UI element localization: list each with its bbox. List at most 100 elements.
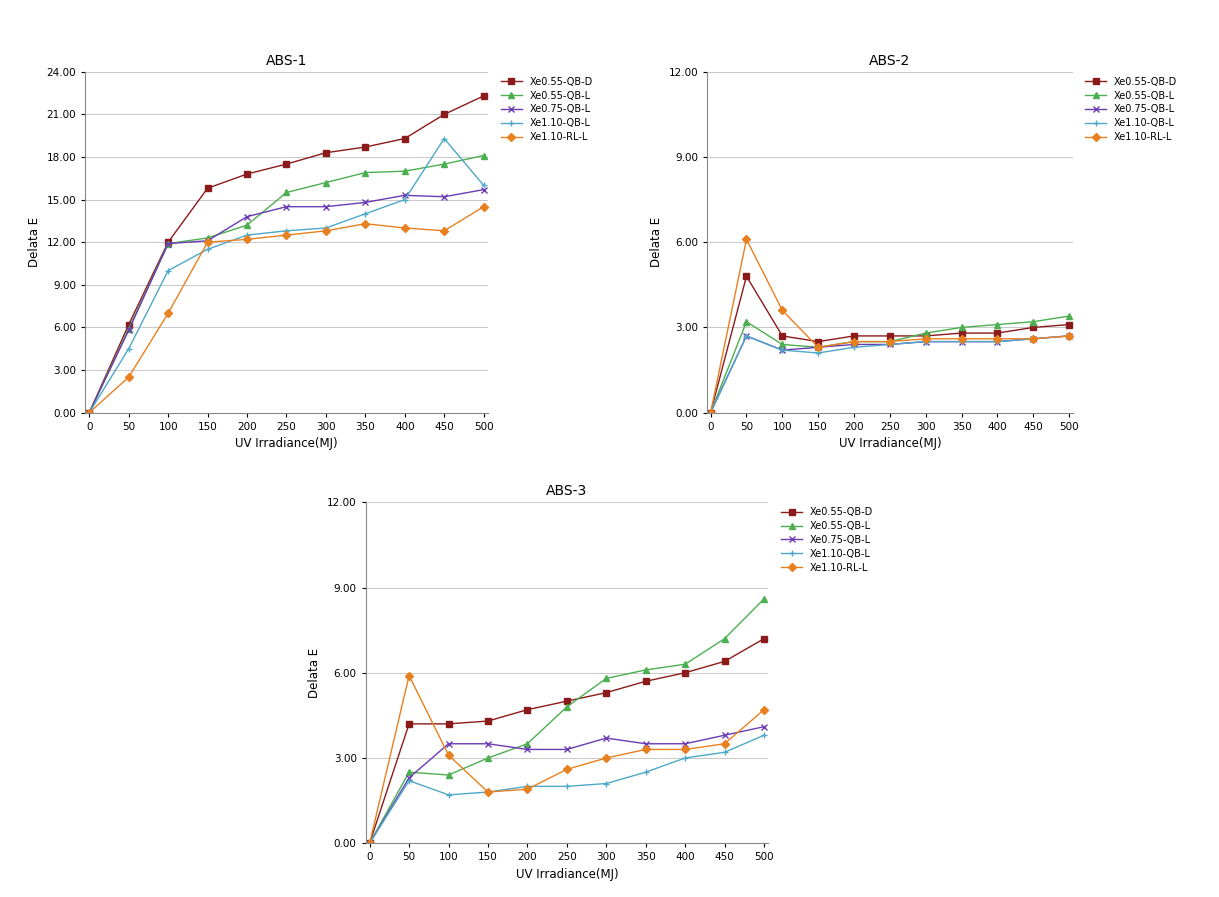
Xe0.75-QB-L (954, 336, 969, 347)
Xe0.75-QB-L (200, 235, 215, 246)
Xe0.55-QB-D (717, 656, 731, 666)
Legend: Xe0.55-QB-D, Xe0.55-QB-L, Xe0.75-QB-L, Xe1.10-QB-L, Xe1.10-RL-L: Xe0.55-QB-D, Xe0.55-QB-L, Xe0.75-QB-L, X… (1085, 76, 1178, 143)
Xe1.10-RL-L (1026, 334, 1041, 344)
Xe0.55-QB-D (1062, 319, 1076, 330)
Xe1.10-QB-L (477, 180, 491, 191)
Xe1.10-RL-L (639, 745, 653, 755)
Xe0.75-QB-L (480, 738, 495, 749)
Xe0.55-QB-L (200, 232, 215, 243)
Xe1.10-RL-L (703, 407, 718, 418)
Xe0.55-QB-L (811, 342, 825, 353)
Xe0.55-QB-D (918, 331, 933, 342)
Xe1.10-RL-L (560, 764, 574, 775)
Xe1.10-QB-L (362, 838, 377, 849)
Xe0.55-QB-L (82, 407, 96, 418)
Xe0.55-QB-D (362, 838, 377, 849)
Xe1.10-QB-L (240, 230, 255, 240)
Xe0.75-QB-L (402, 772, 417, 783)
Xe0.55-QB-L (480, 753, 495, 763)
Xe0.55-QB-D (441, 718, 456, 729)
Xe0.75-QB-L (639, 738, 653, 749)
Xe0.75-QB-L (918, 336, 933, 347)
Xe0.75-QB-L (477, 184, 491, 195)
Xe0.75-QB-L (847, 339, 862, 350)
Xe1.10-RL-L (480, 787, 495, 797)
Xe1.10-RL-L (847, 336, 862, 347)
Xe0.55-QB-L (161, 239, 176, 249)
Line: Xe1.10-QB-L: Xe1.10-QB-L (87, 135, 486, 415)
Xe0.55-QB-L (990, 319, 1004, 330)
Xe0.55-QB-D (521, 704, 535, 715)
Xe1.10-RL-L (1062, 331, 1076, 342)
Xe0.75-QB-L (358, 197, 373, 208)
Legend: Xe0.55-QB-D, Xe0.55-QB-L, Xe0.75-QB-L, Xe1.10-QB-L, Xe1.10-RL-L: Xe0.55-QB-D, Xe0.55-QB-L, Xe0.75-QB-L, X… (501, 76, 592, 143)
Xe1.10-QB-L (703, 407, 718, 418)
Xe0.55-QB-L (441, 770, 456, 780)
Xe1.10-QB-L (560, 781, 574, 792)
Line: Xe1.10-RL-L: Xe1.10-RL-L (87, 204, 486, 415)
Xe1.10-QB-L (918, 336, 933, 347)
Xe0.75-QB-L (811, 342, 825, 353)
Xe1.10-QB-L (954, 336, 969, 347)
Xe1.10-RL-L (811, 342, 825, 353)
Xe0.55-QB-L (883, 336, 897, 347)
Xe0.55-QB-D (757, 633, 772, 644)
Xe0.55-QB-L (122, 324, 137, 335)
Xe0.75-QB-L (775, 344, 790, 355)
Xe0.75-QB-L (122, 325, 137, 335)
Xe1.10-QB-L (775, 344, 790, 355)
Xe0.75-QB-L (521, 745, 535, 755)
Xe0.55-QB-D (599, 687, 613, 698)
Xe0.55-QB-D (847, 331, 862, 342)
Xe0.55-QB-D (703, 407, 718, 418)
Xe1.10-RL-L (397, 222, 412, 233)
Xe1.10-RL-L (358, 218, 373, 229)
Xe1.10-RL-L (477, 201, 491, 212)
Xe1.10-RL-L (883, 336, 897, 347)
Xe1.10-QB-L (1062, 331, 1076, 342)
Xe0.75-QB-L (599, 733, 613, 744)
Title: ABS-3: ABS-3 (546, 484, 588, 499)
Xe0.55-QB-D (161, 237, 176, 248)
Title: ABS-2: ABS-2 (869, 54, 911, 68)
Xe1.10-QB-L (397, 195, 412, 205)
Line: Xe0.55-QB-L: Xe0.55-QB-L (708, 313, 1072, 415)
Xe0.75-QB-L (717, 730, 731, 741)
Xe1.10-RL-L (318, 225, 333, 236)
Legend: Xe0.55-QB-D, Xe0.55-QB-L, Xe0.75-QB-L, Xe1.10-QB-L, Xe1.10-RL-L: Xe0.55-QB-D, Xe0.55-QB-L, Xe0.75-QB-L, X… (781, 507, 873, 573)
Xe1.10-QB-L (441, 789, 456, 800)
Xe0.55-QB-D (811, 336, 825, 347)
Xe0.55-QB-L (954, 322, 969, 333)
Xe1.10-RL-L (441, 750, 456, 761)
Xe1.10-QB-L (358, 208, 373, 219)
Xe0.75-QB-L (318, 201, 333, 212)
Xe0.75-QB-L (441, 738, 456, 749)
Xe0.55-QB-D (739, 271, 753, 282)
Xe1.10-QB-L (480, 787, 495, 797)
Line: Xe0.55-QB-D: Xe0.55-QB-D (87, 93, 486, 415)
Xe0.55-QB-D (775, 331, 790, 342)
X-axis label: UV Irradiance(MJ): UV Irradiance(MJ) (235, 437, 338, 450)
Xe1.10-RL-L (436, 225, 451, 236)
Xe0.55-QB-D (200, 183, 215, 194)
Line: Xe0.55-QB-L: Xe0.55-QB-L (87, 152, 486, 415)
Xe0.55-QB-L (362, 838, 377, 849)
Xe1.10-QB-L (521, 781, 535, 792)
Xe1.10-RL-L (739, 234, 753, 245)
Xe1.10-QB-L (717, 747, 731, 758)
Xe0.55-QB-D (477, 91, 491, 101)
Xe0.55-QB-L (560, 701, 574, 712)
Xe0.75-QB-L (240, 212, 255, 222)
Line: Xe0.55-QB-D: Xe0.55-QB-D (708, 274, 1072, 415)
Xe1.10-QB-L (739, 331, 753, 342)
Xe0.55-QB-L (739, 317, 753, 327)
Xe0.55-QB-L (717, 633, 731, 644)
Xe0.55-QB-L (599, 673, 613, 684)
Xe0.55-QB-L (477, 150, 491, 161)
Xe1.10-QB-L (811, 348, 825, 359)
Title: ABS-1: ABS-1 (266, 54, 307, 68)
Xe0.55-QB-D (279, 159, 294, 170)
Xe1.10-RL-L (918, 334, 933, 344)
Xe1.10-QB-L (599, 778, 613, 789)
Xe1.10-QB-L (318, 222, 333, 233)
